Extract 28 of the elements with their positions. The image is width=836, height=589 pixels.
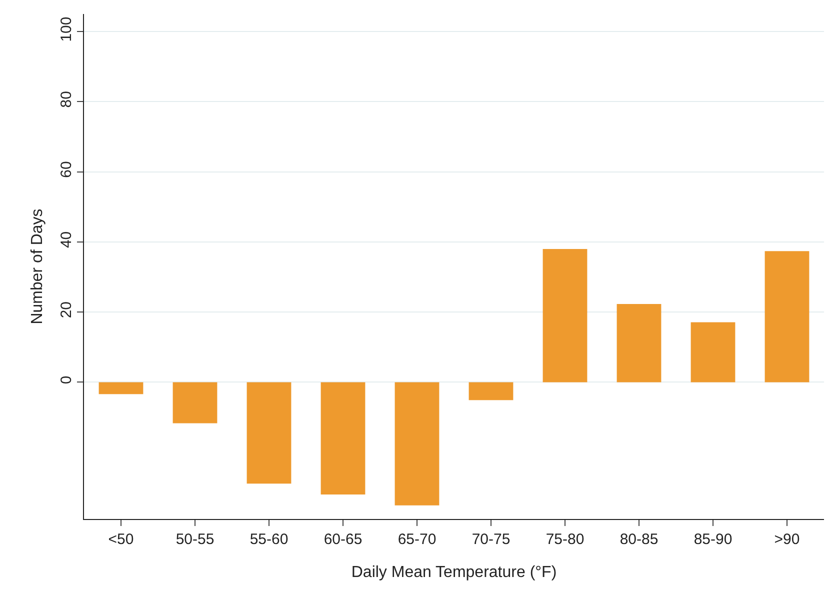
- y-tick-label: 60: [58, 161, 75, 178]
- bar: [394, 382, 440, 506]
- x-tick-label: >90: [774, 531, 800, 548]
- y-tick-label: 80: [58, 91, 75, 108]
- x-tick-label: 50-55: [176, 531, 214, 548]
- bar: [616, 304, 662, 382]
- y-axis-title: Number of Days: [29, 208, 46, 324]
- x-tick-label: 75-80: [546, 531, 584, 548]
- x-tick-label: <50: [108, 531, 134, 548]
- x-tick-label: 60-65: [324, 531, 362, 548]
- bar: [542, 248, 588, 382]
- x-tick-label: 85-90: [694, 531, 732, 548]
- x-tick-label: 70-75: [472, 531, 510, 548]
- y-tick-label: 100: [58, 16, 75, 42]
- bar: [764, 251, 810, 382]
- x-tick-label: 65-70: [398, 531, 436, 548]
- bar: [98, 382, 144, 394]
- bar: [468, 382, 514, 400]
- x-tick-label: 55-60: [250, 531, 288, 548]
- x-tick-label: 80-85: [620, 531, 658, 548]
- bar: [690, 322, 736, 382]
- y-tick-label: 40: [58, 231, 75, 248]
- x-axis-title: Daily Mean Temperature (°F): [351, 564, 557, 581]
- bar: [172, 382, 218, 424]
- bar: [246, 382, 292, 484]
- y-tick-label: 0: [58, 376, 75, 384]
- y-tick-label: 20: [58, 301, 75, 318]
- bar: [320, 382, 366, 494]
